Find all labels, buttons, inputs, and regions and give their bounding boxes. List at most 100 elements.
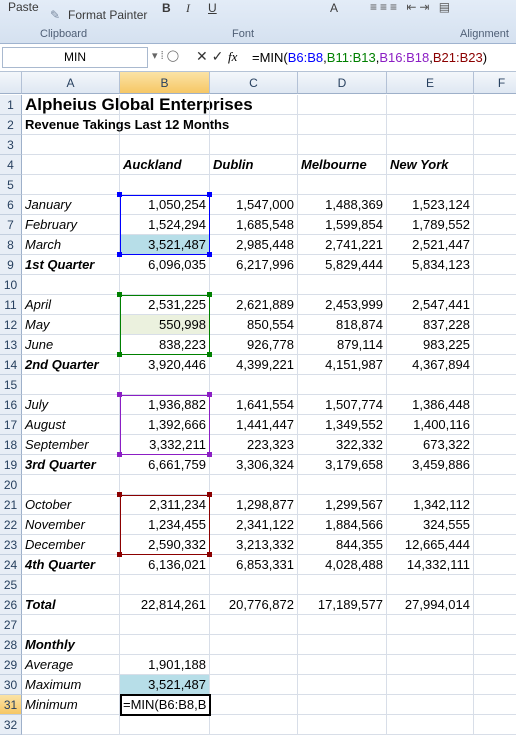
empty-cell[interactable] <box>120 275 210 295</box>
cell[interactable]: 6,096,035 <box>120 255 210 275</box>
empty-cell[interactable] <box>474 155 516 175</box>
empty-cell[interactable] <box>210 375 298 395</box>
empty-cell[interactable] <box>120 575 210 595</box>
empty-cell[interactable] <box>210 135 298 155</box>
cell[interactable]: 1,488,369 <box>298 195 387 215</box>
empty-cell[interactable] <box>298 715 387 735</box>
cell[interactable]: 1,342,112 <box>387 495 474 515</box>
cell[interactable]: 2,547,441 <box>387 295 474 315</box>
format-painter-button[interactable]: Format Painter <box>68 8 148 22</box>
cell[interactable]: 4,399,221 <box>210 355 298 375</box>
cell[interactable]: 1,901,188 <box>120 655 210 675</box>
row-header[interactable]: 28 <box>0 635 22 655</box>
empty-cell[interactable] <box>474 615 516 635</box>
cell[interactable]: 2,453,999 <box>298 295 387 315</box>
column-header[interactable]: E <box>387 72 474 94</box>
empty-cell[interactable] <box>387 575 474 595</box>
row-header[interactable]: 1 <box>0 95 22 115</box>
empty-cell[interactable] <box>474 175 516 195</box>
cell[interactable]: 4,028,488 <box>298 555 387 575</box>
cell[interactable]: October <box>22 495 120 515</box>
cell[interactable]: New York <box>387 155 474 175</box>
cell[interactable]: Maximum <box>22 675 120 695</box>
empty-cell[interactable] <box>120 175 210 195</box>
row-header[interactable]: 12 <box>0 315 22 335</box>
cell[interactable]: 1,524,294 <box>120 215 210 235</box>
cell[interactable]: 2,311,234 <box>120 495 210 515</box>
row-header[interactable]: 5 <box>0 175 22 195</box>
insert-function[interactable]: fx <box>228 49 238 64</box>
cell[interactable]: 22,814,261 <box>120 595 210 615</box>
empty-cell[interactable] <box>120 115 210 135</box>
cell[interactable]: 2,985,448 <box>210 235 298 255</box>
cell[interactable]: 3,521,487 <box>120 235 210 255</box>
cell[interactable]: 2,531,225 <box>120 295 210 315</box>
empty-cell[interactable] <box>387 695 474 715</box>
empty-cell[interactable] <box>474 455 516 475</box>
cell[interactable]: 6,136,021 <box>120 555 210 575</box>
row-header[interactable]: 4 <box>0 155 22 175</box>
cell[interactable]: 1,392,666 <box>120 415 210 435</box>
cell[interactable]: 1,641,554 <box>210 395 298 415</box>
column-header[interactable]: D <box>298 72 387 94</box>
cell[interactable]: June <box>22 335 120 355</box>
cell[interactable]: 3rd Quarter <box>22 455 120 475</box>
empty-cell[interactable] <box>298 475 387 495</box>
empty-cell[interactable] <box>210 175 298 195</box>
empty-cell[interactable] <box>474 255 516 275</box>
cell[interactable]: 324,555 <box>387 515 474 535</box>
empty-cell[interactable] <box>120 715 210 735</box>
cell[interactable]: Total <box>22 595 120 615</box>
empty-cell[interactable] <box>474 635 516 655</box>
row-header[interactable]: 31 <box>0 695 22 715</box>
empty-cell[interactable] <box>387 115 474 135</box>
cell[interactable]: 1,523,124 <box>387 195 474 215</box>
empty-cell[interactable] <box>474 495 516 515</box>
row-header[interactable]: 20 <box>0 475 22 495</box>
empty-cell[interactable] <box>22 135 120 155</box>
underline-button[interactable]: U <box>208 1 217 15</box>
cell[interactable]: Revenue Takings Last 12 Months <box>22 115 229 135</box>
empty-cell[interactable] <box>22 575 120 595</box>
cell[interactable]: 673,322 <box>387 435 474 455</box>
cell[interactable]: =MIN(B6:B8,B <box>120 695 210 715</box>
cell[interactable]: 3,213,332 <box>210 535 298 555</box>
empty-cell[interactable] <box>210 695 298 715</box>
empty-cell[interactable] <box>210 115 298 135</box>
cell[interactable]: 1,507,774 <box>298 395 387 415</box>
empty-cell[interactable] <box>210 715 298 735</box>
column-header[interactable]: A <box>22 72 120 94</box>
cell[interactable]: 3,306,324 <box>210 455 298 475</box>
empty-cell[interactable] <box>22 175 120 195</box>
empty-cell[interactable] <box>387 615 474 635</box>
cell[interactable]: 983,225 <box>387 335 474 355</box>
empty-cell[interactable] <box>210 475 298 495</box>
empty-cell[interactable] <box>474 515 516 535</box>
empty-cell[interactable] <box>210 615 298 635</box>
empty-cell[interactable] <box>298 135 387 155</box>
cell[interactable]: 1,884,566 <box>298 515 387 535</box>
empty-cell[interactable] <box>120 635 210 655</box>
cell[interactable]: 1,685,548 <box>210 215 298 235</box>
cell[interactable]: Average <box>22 655 120 675</box>
cell[interactable]: Dublin <box>210 155 298 175</box>
cell[interactable]: 844,355 <box>298 535 387 555</box>
row-header[interactable]: 7 <box>0 215 22 235</box>
row-header[interactable]: 21 <box>0 495 22 515</box>
empty-cell[interactable] <box>120 95 210 115</box>
cell[interactable]: November <box>22 515 120 535</box>
empty-cell[interactable] <box>387 675 474 695</box>
cell[interactable]: 2,521,447 <box>387 235 474 255</box>
cell[interactable]: 3,179,658 <box>298 455 387 475</box>
empty-cell[interactable] <box>474 135 516 155</box>
cell[interactable]: 1,441,447 <box>210 415 298 435</box>
name-box[interactable]: MIN <box>2 47 148 68</box>
bold-button[interactable]: B <box>162 1 171 15</box>
cell[interactable]: 838,223 <box>120 335 210 355</box>
cell[interactable]: August <box>22 415 120 435</box>
font-color-button[interactable]: A <box>330 1 339 15</box>
cell[interactable]: 5,834,123 <box>387 255 474 275</box>
row-header[interactable]: 8 <box>0 235 22 255</box>
cell[interactable]: 2nd Quarter <box>22 355 120 375</box>
row-header[interactable]: 9 <box>0 255 22 275</box>
